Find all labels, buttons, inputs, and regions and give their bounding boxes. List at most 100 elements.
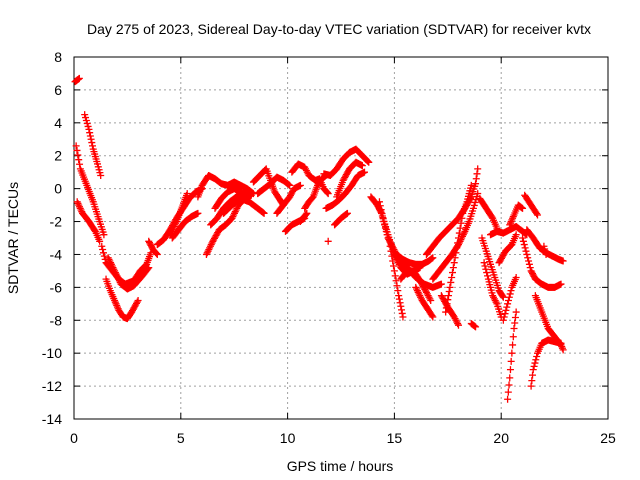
- data-point: [501, 310, 509, 318]
- data-point: [86, 129, 94, 137]
- data-point: [323, 188, 331, 196]
- data-point: [203, 249, 211, 257]
- data-point: [73, 146, 81, 154]
- data-point: [172, 219, 180, 227]
- data-point: [484, 272, 492, 280]
- data-point: [395, 295, 403, 303]
- data-point: [167, 229, 175, 237]
- data-point: [89, 142, 97, 150]
- data-point: [376, 202, 384, 210]
- data-point: [112, 300, 120, 308]
- x-axis-label: GPS time / hours: [287, 458, 394, 474]
- y-tick-label: 0: [54, 181, 62, 197]
- data-point: [395, 292, 403, 300]
- data-point: [533, 210, 541, 218]
- data-point: [413, 287, 421, 295]
- data-point: [507, 357, 515, 365]
- plot-frame: [73, 56, 609, 420]
- data-point: [443, 300, 451, 308]
- data-point: [427, 297, 435, 305]
- data-point: [111, 298, 119, 306]
- data-point: [168, 227, 176, 235]
- data-point: [453, 244, 461, 252]
- data-point: [417, 293, 425, 301]
- data-point: [447, 278, 455, 286]
- grid-lines: [74, 57, 608, 419]
- data-point: [426, 295, 434, 303]
- data-point: [499, 292, 507, 300]
- data-track: [478, 234, 507, 301]
- data-track: [375, 198, 437, 268]
- data-point: [390, 262, 398, 270]
- data-track: [296, 209, 311, 226]
- data-point: [442, 308, 450, 316]
- data-point: [74, 199, 82, 207]
- data-point: [474, 165, 482, 173]
- data-point: [525, 257, 533, 265]
- data-point: [296, 181, 304, 189]
- data-point: [261, 166, 269, 174]
- data-point: [521, 244, 529, 252]
- data-track: [145, 237, 161, 258]
- data-point: [72, 142, 80, 150]
- data-point: [398, 309, 406, 317]
- data-point: [505, 293, 513, 301]
- chart-title: Day 275 of 2023, Sidereal Day-to-day VTE…: [87, 21, 591, 37]
- data-track: [81, 111, 105, 179]
- data-point: [229, 213, 237, 221]
- data-point: [399, 313, 407, 321]
- data-point: [324, 237, 332, 245]
- data-point: [398, 306, 406, 314]
- data-point: [448, 269, 456, 277]
- data-point: [474, 190, 482, 198]
- data-point: [393, 282, 401, 290]
- data-point: [520, 241, 528, 249]
- data-track: [540, 242, 550, 258]
- data-point: [512, 231, 520, 239]
- data-track: [320, 145, 373, 179]
- data-point: [389, 257, 397, 265]
- data-point: [206, 242, 214, 250]
- data-point: [207, 241, 215, 249]
- data-point: [108, 262, 116, 270]
- data-point: [112, 270, 120, 278]
- data-point: [75, 203, 83, 211]
- data-point: [509, 213, 517, 221]
- data-point: [542, 250, 550, 258]
- data-point: [286, 181, 294, 189]
- data-point: [205, 246, 213, 254]
- data-point: [100, 231, 108, 239]
- y-tick-label: 8: [54, 49, 62, 65]
- data-point: [113, 303, 121, 311]
- data-point: [428, 254, 436, 262]
- y-tick-label: -8: [50, 312, 63, 328]
- data-point: [509, 341, 517, 349]
- data-point: [115, 275, 123, 283]
- x-tick-label: 15: [387, 430, 403, 446]
- data-point: [519, 204, 527, 212]
- data-point: [527, 382, 535, 390]
- data-point: [233, 204, 241, 212]
- data-point: [365, 158, 373, 166]
- axis-ticks: 0 5 10 15 20 25 -14 -12 -10 -8 -6 -4 -2 0 2 4 6 8: [42, 49, 616, 446]
- data-point: [557, 280, 565, 288]
- data-point: [194, 209, 202, 217]
- data-point: [524, 254, 532, 262]
- data-point: [145, 264, 153, 272]
- data-point: [502, 306, 510, 314]
- data-point: [442, 304, 450, 312]
- data-point: [166, 231, 174, 239]
- data-point: [458, 232, 466, 240]
- data-track: [322, 168, 368, 212]
- data-track: [273, 181, 304, 217]
- data-track: [437, 292, 462, 329]
- data-point: [525, 260, 533, 268]
- data-point: [98, 242, 106, 250]
- y-tick-label: -4: [50, 246, 63, 262]
- x-tick-label: 10: [280, 430, 296, 446]
- data-point: [503, 303, 511, 311]
- data-point: [323, 189, 331, 197]
- data-point: [170, 222, 178, 230]
- data-point: [500, 313, 508, 321]
